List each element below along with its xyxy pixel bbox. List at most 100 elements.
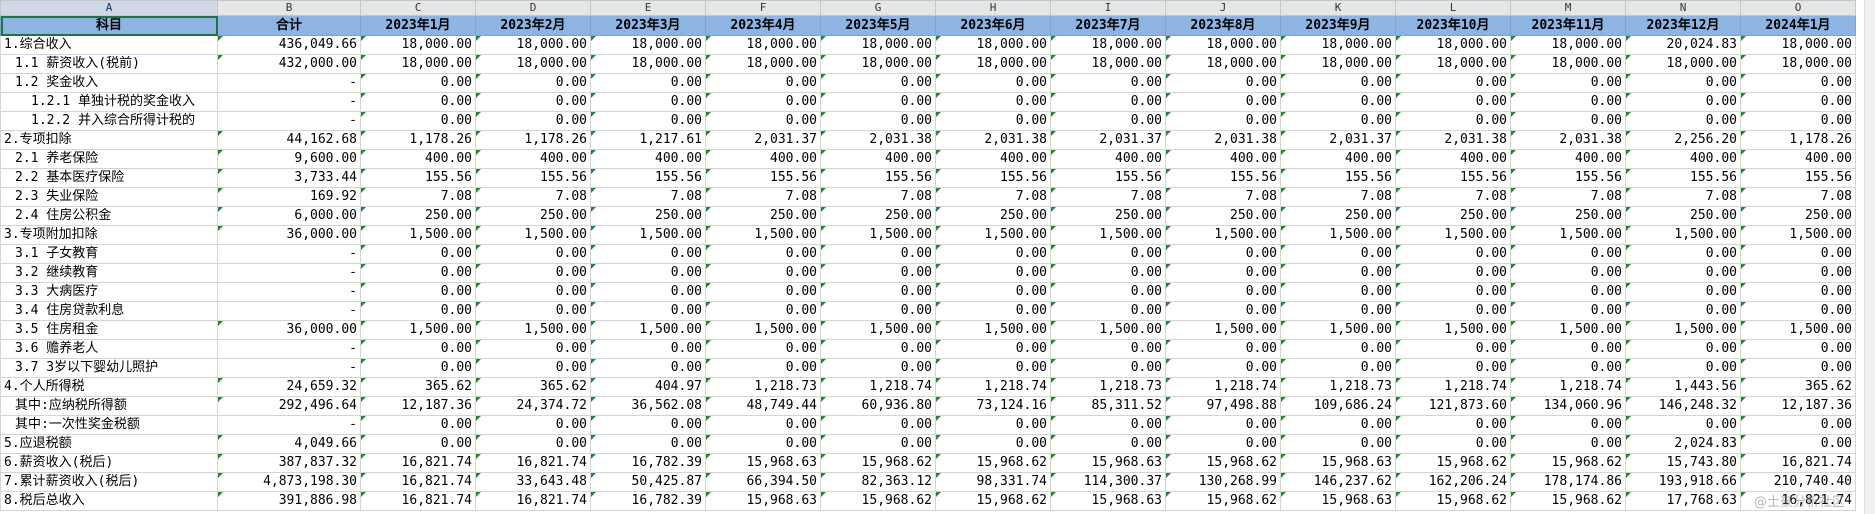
month-value-cell[interactable]: 1,500.00 [705, 320, 821, 340]
month-value-cell[interactable]: 1,218.74 [1165, 377, 1281, 397]
month-value-cell[interactable]: 0.00 [360, 73, 476, 93]
header-month-cell[interactable]: 2023年10月 [1395, 15, 1511, 36]
month-value-cell[interactable]: 0.00 [1280, 244, 1396, 264]
month-value-cell[interactable]: 250.00 [1625, 206, 1741, 226]
month-value-cell[interactable]: 0.00 [1625, 282, 1741, 302]
month-value-cell[interactable]: 1,178.26 [1740, 130, 1856, 150]
header-month-cell[interactable]: 2023年12月 [1625, 15, 1741, 36]
month-value-cell[interactable]: 1,500.00 [820, 320, 936, 340]
row-label-cell[interactable]: 3.1 子女教育 [0, 244, 218, 264]
month-value-cell[interactable]: 0.00 [1165, 282, 1281, 302]
row-total-cell[interactable]: 387,837.32 [217, 453, 361, 473]
month-value-cell[interactable]: 0.00 [1050, 111, 1166, 131]
month-value-cell[interactable]: 18,000.00 [935, 54, 1051, 74]
month-value-cell[interactable]: 0.00 [1625, 244, 1741, 264]
month-value-cell[interactable]: 0.00 [1510, 73, 1626, 93]
month-value-cell[interactable]: 0.00 [1510, 339, 1626, 359]
month-value-cell[interactable]: 1,218.74 [1510, 377, 1626, 397]
month-value-cell[interactable]: 0.00 [1395, 263, 1511, 283]
month-value-cell[interactable]: 155.56 [705, 168, 821, 188]
month-value-cell[interactable]: 1,218.73 [705, 377, 821, 397]
month-value-cell[interactable]: 0.00 [1280, 111, 1396, 131]
month-value-cell[interactable]: 0.00 [1280, 73, 1396, 93]
month-value-cell[interactable]: 15,968.62 [820, 453, 936, 473]
row-total-cell[interactable]: 436,049.66 [217, 35, 361, 55]
month-value-cell[interactable]: 0.00 [1050, 434, 1166, 454]
month-value-cell[interactable]: 18,000.00 [1510, 54, 1626, 74]
month-value-cell[interactable]: 18,000.00 [705, 35, 821, 55]
month-value-cell[interactable]: 50,425.87 [590, 472, 706, 492]
month-value-cell[interactable]: 16,821.74 [360, 472, 476, 492]
month-value-cell[interactable]: 0.00 [475, 358, 591, 378]
month-value-cell[interactable]: 0.00 [820, 434, 936, 454]
month-value-cell[interactable]: 73,124.16 [935, 396, 1051, 416]
month-value-cell[interactable]: 0.00 [1510, 415, 1626, 435]
month-value-cell[interactable]: 1,500.00 [590, 225, 706, 245]
month-value-cell[interactable]: 250.00 [1510, 206, 1626, 226]
month-value-cell[interactable]: 1,500.00 [1740, 320, 1856, 340]
month-value-cell[interactable]: 0.00 [360, 434, 476, 454]
row-label-cell[interactable]: 其中:应纳税所得额 [0, 396, 218, 416]
month-value-cell[interactable]: 0.00 [1740, 282, 1856, 302]
month-value-cell[interactable]: 7.08 [1395, 187, 1511, 207]
column-letter-I[interactable]: I [1050, 0, 1166, 16]
month-value-cell[interactable]: 130,268.99 [1165, 472, 1281, 492]
row-total-cell[interactable]: - [217, 263, 361, 283]
month-value-cell[interactable]: 210,740.40 [1740, 472, 1856, 492]
month-value-cell[interactable]: 400.00 [820, 149, 936, 169]
header-month-cell[interactable]: 2023年7月 [1050, 15, 1166, 36]
month-value-cell[interactable]: 1,500.00 [360, 225, 476, 245]
row-label-cell[interactable]: 1.2.2 并入综合所得计税的 [0, 111, 218, 131]
month-value-cell[interactable]: 0.00 [475, 263, 591, 283]
row-total-cell[interactable]: 391,886.98 [217, 491, 361, 511]
month-value-cell[interactable]: 2,256.20 [1625, 130, 1741, 150]
month-value-cell[interactable]: 0.00 [1165, 263, 1281, 283]
month-value-cell[interactable]: 155.56 [1740, 168, 1856, 188]
month-value-cell[interactable]: 18,000.00 [1740, 35, 1856, 55]
month-value-cell[interactable]: 0.00 [1740, 263, 1856, 283]
month-value-cell[interactable]: 0.00 [590, 282, 706, 302]
month-value-cell[interactable]: 2,031.38 [820, 130, 936, 150]
month-value-cell[interactable]: 0.00 [935, 339, 1051, 359]
header-month-cell[interactable]: 2023年2月 [475, 15, 591, 36]
month-value-cell[interactable]: 12,187.36 [360, 396, 476, 416]
row-total-cell[interactable]: 4,049.66 [217, 434, 361, 454]
month-value-cell[interactable]: 33,643.48 [475, 472, 591, 492]
month-value-cell[interactable]: 1,500.00 [1165, 320, 1281, 340]
row-label-cell[interactable]: 3.5 住房租金 [0, 320, 218, 340]
month-value-cell[interactable]: 404.97 [590, 377, 706, 397]
month-value-cell[interactable]: 400.00 [1165, 149, 1281, 169]
month-value-cell[interactable]: 0.00 [705, 358, 821, 378]
month-value-cell[interactable]: 0.00 [705, 339, 821, 359]
month-value-cell[interactable]: 7.08 [1280, 187, 1396, 207]
month-value-cell[interactable]: 60,936.80 [820, 396, 936, 416]
month-value-cell[interactable]: 0.00 [475, 111, 591, 131]
column-letter-B[interactable]: B [217, 0, 361, 16]
month-value-cell[interactable]: 15,968.63 [1280, 491, 1396, 511]
month-value-cell[interactable]: 155.56 [1625, 168, 1741, 188]
month-value-cell[interactable]: 0.00 [1050, 358, 1166, 378]
month-value-cell[interactable]: 0.00 [705, 301, 821, 321]
month-value-cell[interactable]: 0.00 [360, 263, 476, 283]
month-value-cell[interactable]: 2,031.37 [1050, 130, 1166, 150]
month-value-cell[interactable]: 0.00 [820, 263, 936, 283]
month-value-cell[interactable]: 0.00 [1395, 111, 1511, 131]
month-value-cell[interactable]: 0.00 [475, 415, 591, 435]
month-value-cell[interactable]: 18,000.00 [360, 35, 476, 55]
row-total-cell[interactable]: - [217, 244, 361, 264]
month-value-cell[interactable]: 0.00 [590, 244, 706, 264]
month-value-cell[interactable]: 0.00 [1050, 244, 1166, 264]
month-value-cell[interactable]: 0.00 [1625, 111, 1741, 131]
month-value-cell[interactable]: 0.00 [1280, 263, 1396, 283]
month-value-cell[interactable]: 0.00 [1165, 358, 1281, 378]
month-value-cell[interactable]: 114,300.37 [1050, 472, 1166, 492]
month-value-cell[interactable]: 0.00 [360, 415, 476, 435]
month-value-cell[interactable]: 0.00 [1510, 282, 1626, 302]
column-letter-G[interactable]: G [820, 0, 936, 16]
column-letter-M[interactable]: M [1510, 0, 1626, 16]
month-value-cell[interactable]: 0.00 [1510, 263, 1626, 283]
month-value-cell[interactable]: 1,500.00 [935, 225, 1051, 245]
month-value-cell[interactable]: 0.00 [820, 301, 936, 321]
month-value-cell[interactable]: 0.00 [590, 415, 706, 435]
month-value-cell[interactable]: 1,218.73 [1050, 377, 1166, 397]
